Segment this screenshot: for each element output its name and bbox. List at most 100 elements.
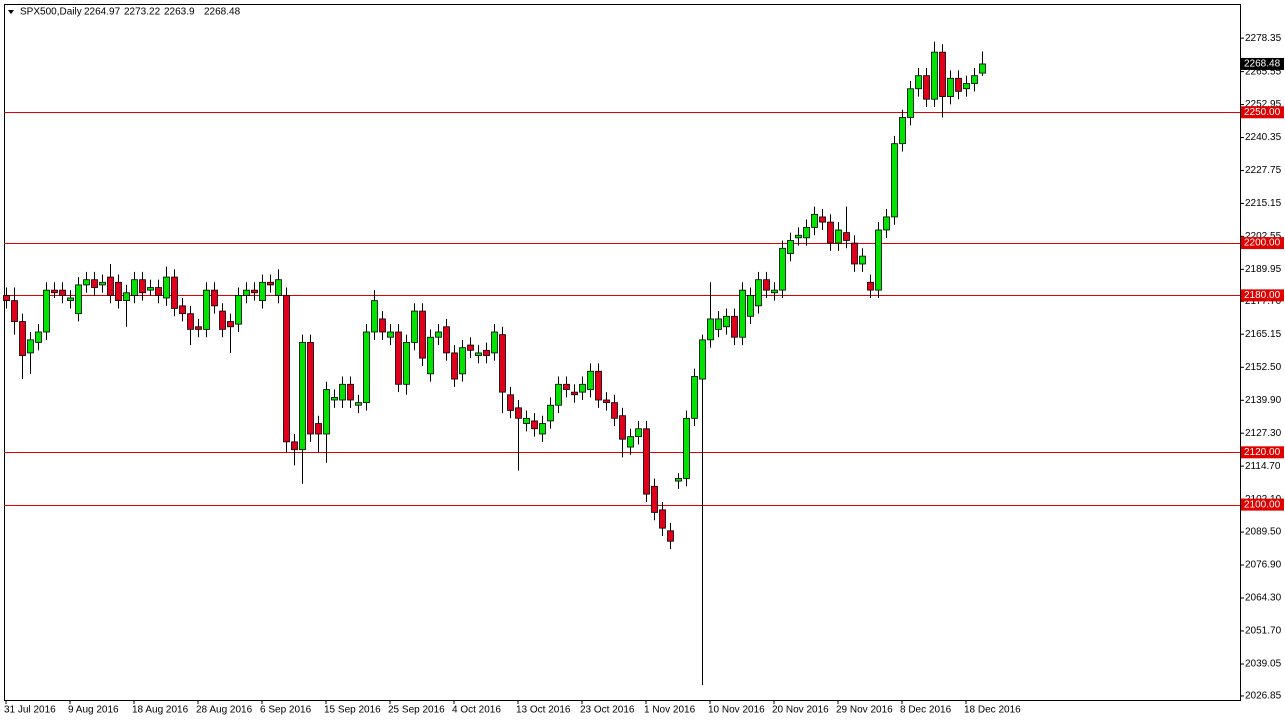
candle-body xyxy=(635,428,642,438)
candle-body xyxy=(523,417,530,424)
x-tick-label: 1 Nov 2016 xyxy=(644,705,696,716)
level-label-box xyxy=(1241,446,1284,459)
candle-body xyxy=(883,216,890,231)
y-tick-label: 2152.50 xyxy=(1245,362,1282,373)
candle-body xyxy=(315,423,322,435)
candle-body xyxy=(43,289,50,333)
candle-body xyxy=(355,402,362,406)
candle-body xyxy=(123,292,130,302)
x-tick-label: 9 Aug 2016 xyxy=(68,705,119,716)
y-tick-label: 2127.30 xyxy=(1245,428,1282,439)
candle-body xyxy=(707,318,714,341)
candle-body xyxy=(795,234,802,239)
candle-body xyxy=(923,75,930,100)
candle-body xyxy=(507,394,514,411)
level-label: 2120.00 xyxy=(1244,447,1281,458)
candle-body xyxy=(955,77,962,92)
plot-frame xyxy=(4,4,1241,701)
level-label: 2200.00 xyxy=(1244,238,1281,249)
candle-body xyxy=(107,276,114,296)
candle-body xyxy=(67,297,74,302)
candle-body xyxy=(587,370,594,390)
header-open: 2264.97 xyxy=(84,7,121,18)
candle-body xyxy=(427,336,434,375)
candle-body xyxy=(331,396,338,401)
x-tick-label: 29 Nov 2016 xyxy=(836,705,893,716)
candle-body xyxy=(267,281,274,286)
candle-body xyxy=(147,287,154,291)
candle-body xyxy=(515,407,522,419)
level-label: 2180.00 xyxy=(1244,290,1281,301)
candle-body xyxy=(155,287,162,296)
candle-body xyxy=(27,339,34,354)
x-tick-label: 10 Nov 2016 xyxy=(708,705,765,716)
candle-body xyxy=(219,310,226,330)
candle-body xyxy=(531,420,538,430)
candle-body xyxy=(611,402,618,419)
candle-body xyxy=(867,281,874,291)
x-tick-label: 25 Sep 2016 xyxy=(388,705,445,716)
candle-body xyxy=(11,300,18,322)
candle-body xyxy=(819,216,826,223)
menu-icon xyxy=(8,10,14,14)
candle-body xyxy=(875,229,882,291)
y-tick-label: 2177.70 xyxy=(1245,296,1282,307)
candle-body xyxy=(731,315,738,338)
candle-body xyxy=(843,232,850,241)
candle-body xyxy=(699,339,706,380)
candle-body xyxy=(291,441,298,451)
y-tick-label: 2227.75 xyxy=(1245,165,1282,176)
candle-body xyxy=(451,352,458,380)
x-tick-label: 28 Aug 2016 xyxy=(196,705,253,716)
candle-body xyxy=(755,279,762,307)
y-tick-label: 2051.70 xyxy=(1245,626,1282,637)
x-tick-label: 31 Jul 2016 xyxy=(4,705,56,716)
candle-body xyxy=(619,415,626,440)
candle-body xyxy=(491,331,498,354)
level-label: 2250.00 xyxy=(1244,107,1281,118)
candle-body xyxy=(83,279,90,286)
y-tick-label: 2165.15 xyxy=(1245,329,1282,340)
y-tick-label: 2202.55 xyxy=(1245,231,1282,242)
candle-body xyxy=(715,318,722,330)
level-label-box xyxy=(1241,289,1284,302)
candle-body xyxy=(131,279,138,296)
candle-body xyxy=(891,143,898,218)
header-high: 2273.22 xyxy=(124,7,161,18)
candle-body xyxy=(563,383,570,390)
candle-body xyxy=(379,318,386,333)
candle-body xyxy=(547,404,554,422)
candle-body xyxy=(323,389,330,435)
candle-body xyxy=(419,310,426,359)
candle-body xyxy=(963,83,970,90)
x-tick-label: 4 Oct 2016 xyxy=(452,705,501,716)
candle-body xyxy=(947,77,954,97)
candle-body xyxy=(459,347,466,375)
candle-body xyxy=(931,51,938,100)
candle-body xyxy=(595,370,602,401)
candle-body xyxy=(387,331,394,338)
candle-body xyxy=(411,310,418,343)
y-tick-label: 2026.85 xyxy=(1245,691,1282,702)
symbol-title: SPX500,Daily xyxy=(20,7,82,18)
candle-body xyxy=(235,294,242,325)
header-close: 2268.48 xyxy=(204,7,241,18)
candle-body xyxy=(475,352,482,356)
candle-body xyxy=(363,331,370,404)
y-tick-label: 2278.35 xyxy=(1245,33,1282,44)
header-low: 2263.9 xyxy=(164,7,195,18)
candle-body xyxy=(691,376,698,419)
candle-body xyxy=(851,242,858,265)
candle-body xyxy=(395,331,402,385)
candle-body xyxy=(171,276,178,309)
candle-body xyxy=(299,342,306,451)
candle-body xyxy=(163,276,170,299)
candle-body xyxy=(403,342,410,385)
candle-body xyxy=(675,478,682,482)
candle-body xyxy=(179,305,186,315)
candle-body xyxy=(763,279,770,291)
y-tick-label: 2114.70 xyxy=(1245,461,1281,472)
candle-body xyxy=(667,530,674,542)
y-tick-label: 2265.55 xyxy=(1245,66,1282,77)
